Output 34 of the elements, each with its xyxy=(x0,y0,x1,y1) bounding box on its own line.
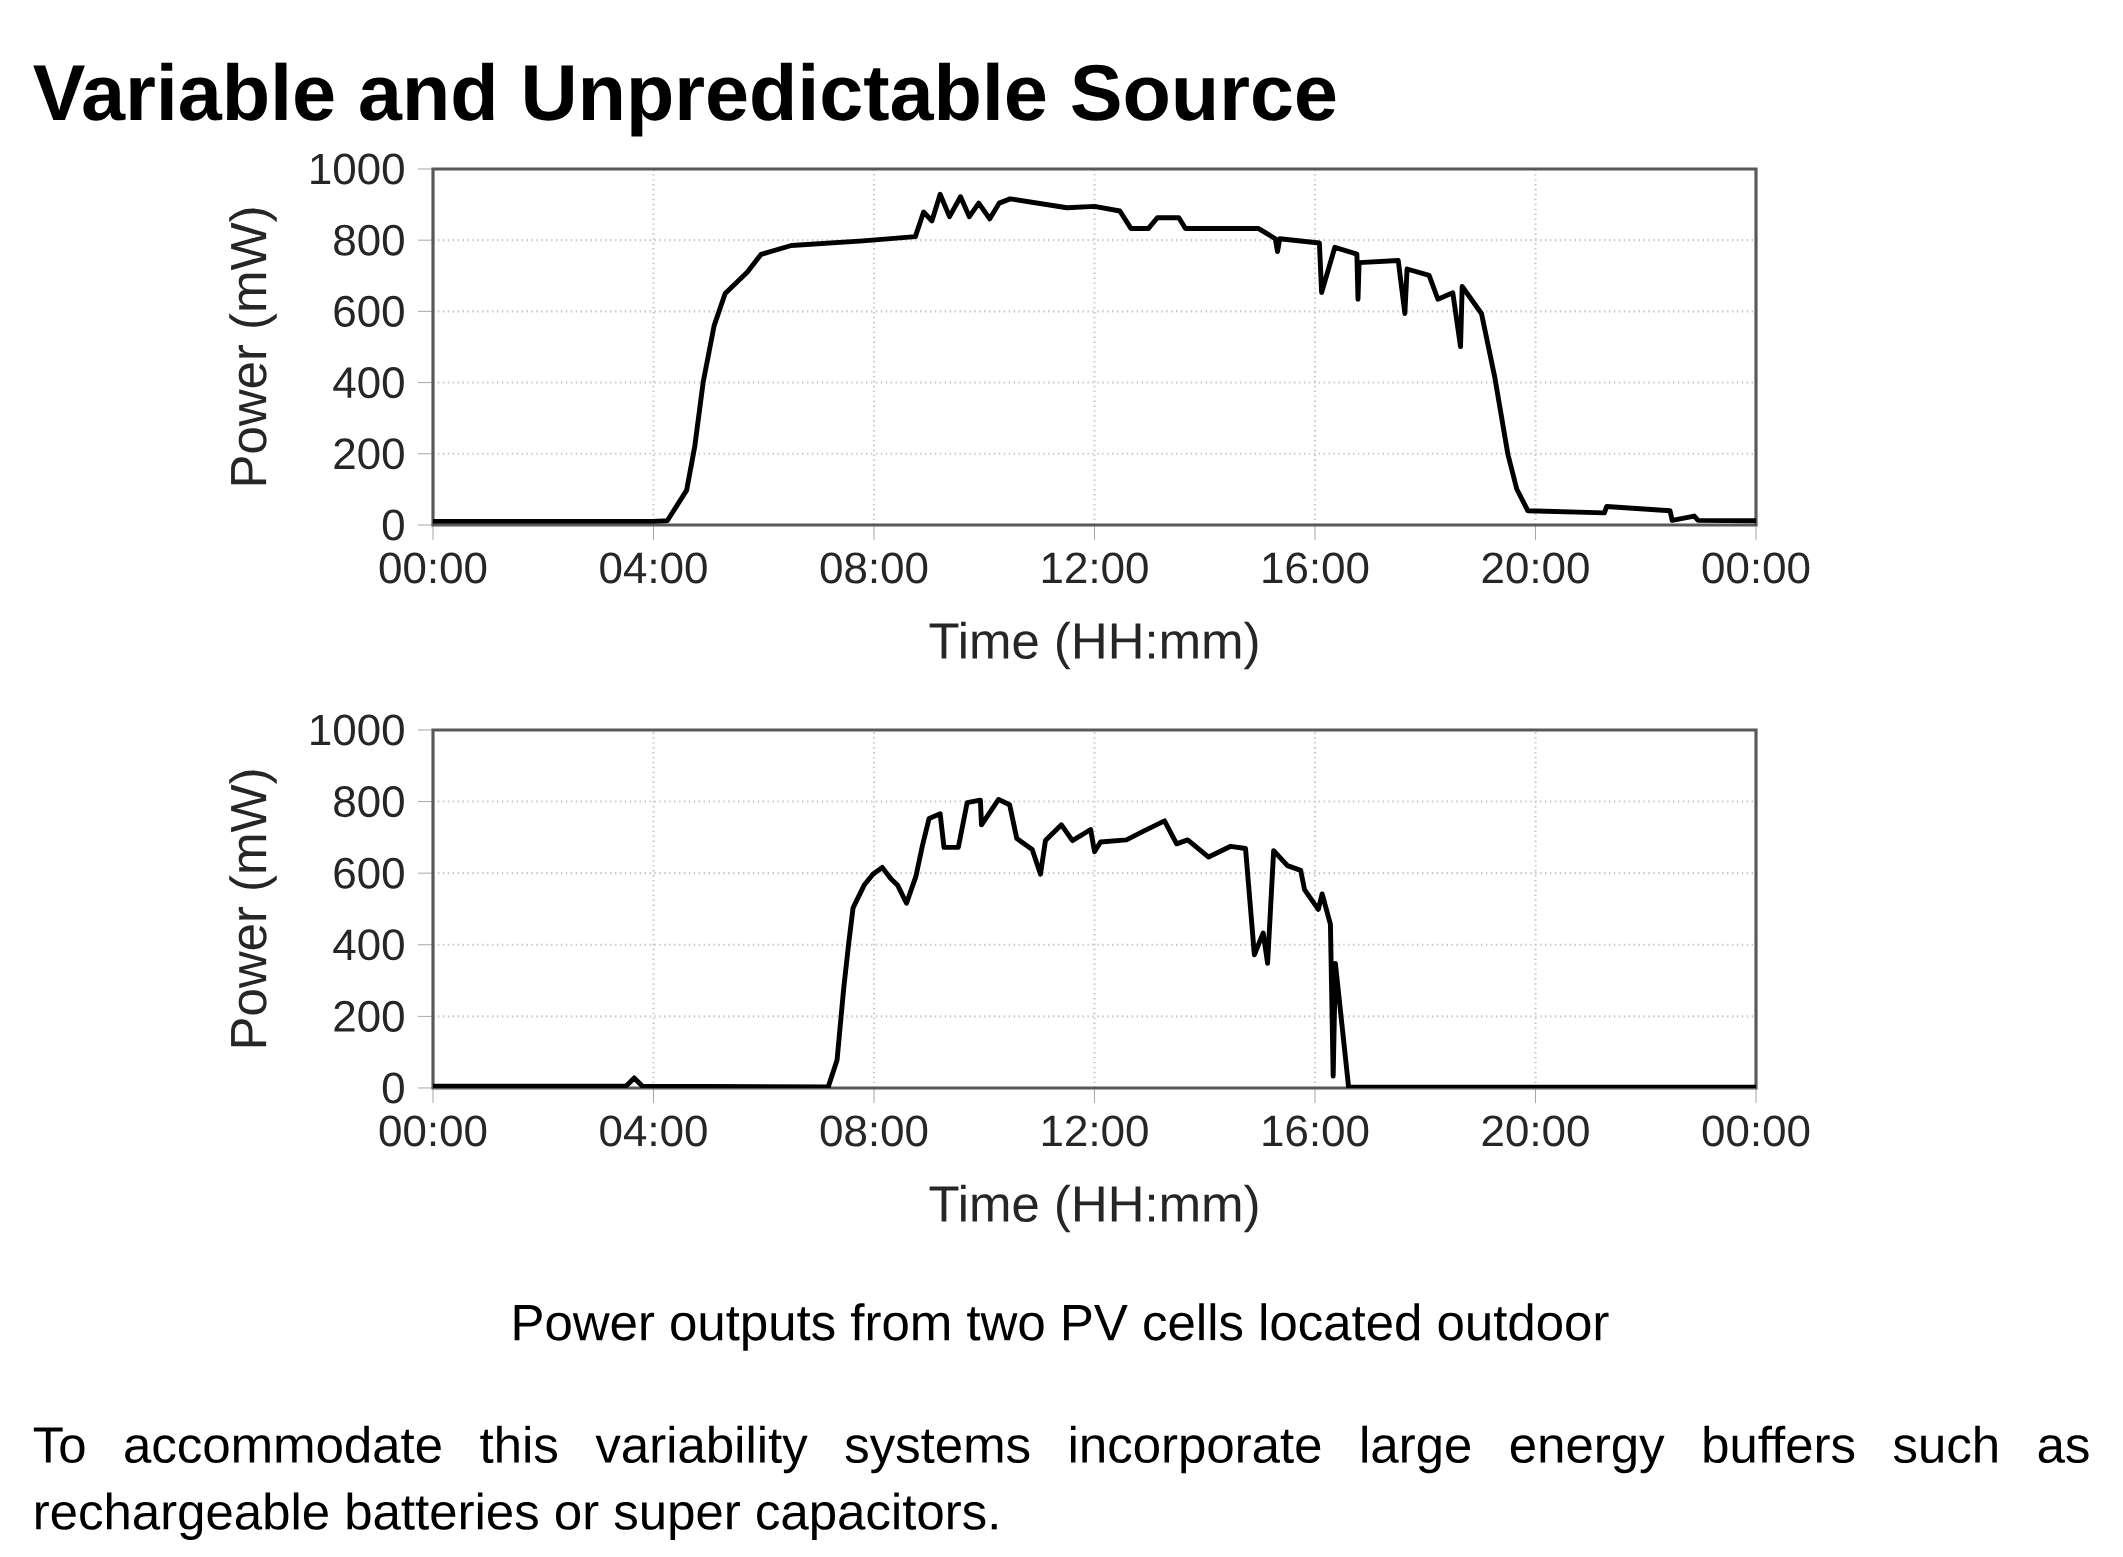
x-tick-label: 00:00 xyxy=(379,552,487,584)
x-axis-title: Time (HH:mm) xyxy=(929,1184,1258,1233)
y-tick-label: 600 xyxy=(334,295,404,327)
y-tick-label: 0 xyxy=(382,1072,404,1104)
y-axis-title: Power (mW) xyxy=(229,208,277,485)
y-tick-label: 1000 xyxy=(311,714,404,746)
text: To accommodate this variability systems incorporate large energy buffers such as rechargeable batteries or super capacitors. xyxy=(33,1425,2089,1540)
y-tick-label: 1000 xyxy=(311,153,404,185)
x-tick-label: 00:00 xyxy=(1702,1115,1810,1147)
y-tick-label: 800 xyxy=(334,786,404,818)
x-tick-label: 16:00 xyxy=(1263,552,1369,584)
y-axis-title: Power (mW) xyxy=(229,770,277,1047)
x-tick-label: 08:00 xyxy=(820,1115,928,1147)
x-tick-label: 16:00 xyxy=(1263,1115,1369,1147)
y-tick-label: 600 xyxy=(334,857,404,889)
y-tick-label: 400 xyxy=(333,367,404,399)
y-tick-label: 400 xyxy=(333,929,404,961)
x-tick-label: 12:00 xyxy=(1042,552,1148,584)
x-tick-label: 20:00 xyxy=(1482,1115,1589,1147)
x-tick-label: 04:00 xyxy=(600,1115,707,1147)
x-tick-label: 00:00 xyxy=(1702,552,1810,584)
line-series xyxy=(433,796,1756,1088)
x-tick-label: 00:00 xyxy=(379,1115,487,1147)
x-tick-label: 08:00 xyxy=(820,552,928,584)
x-tick-label: 12:00 xyxy=(1042,1115,1148,1147)
x-tick-label: 04:00 xyxy=(600,552,707,584)
chart-title: Variable and Unpredictable Source xyxy=(33,62,1336,137)
text: Power outputs from two PV cells located outdoor xyxy=(514,1303,1609,1351)
x-tick-label: 20:00 xyxy=(1482,552,1589,584)
y-tick-label: 0 xyxy=(382,509,404,541)
y-tick-label: 200 xyxy=(334,1000,404,1032)
x-axis-title: Time (HH:mm) xyxy=(929,621,1258,670)
y-tick-label: 800 xyxy=(334,224,404,256)
y-tick-label: 200 xyxy=(334,438,404,470)
